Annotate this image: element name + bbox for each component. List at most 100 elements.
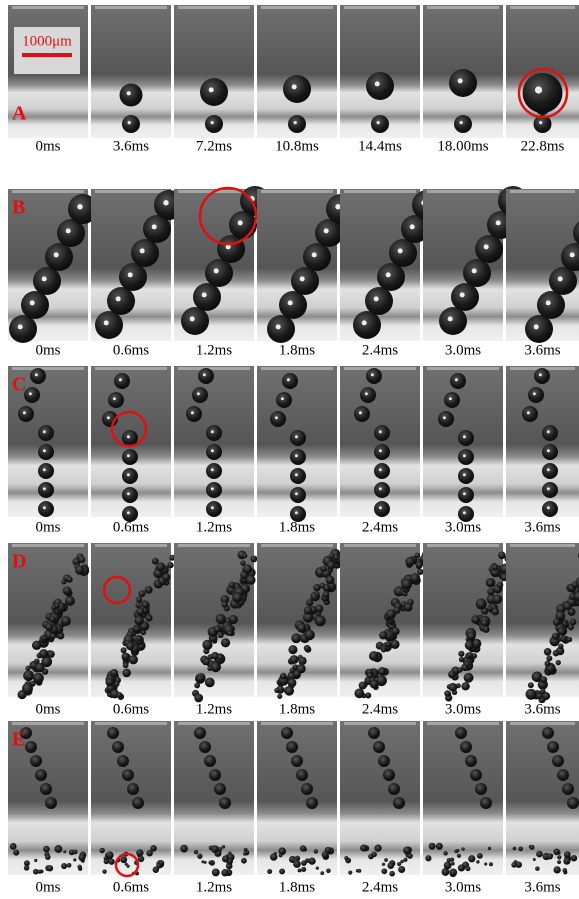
- droplet-highlight: [295, 454, 298, 457]
- time-label: 0.6ms: [113, 342, 149, 358]
- droplet: [33, 267, 61, 295]
- timestamp-strip: [261, 722, 333, 725]
- droplet: [300, 845, 306, 851]
- droplet: [162, 573, 170, 581]
- droplet-highlight: [211, 506, 214, 509]
- timestamp-strip: [178, 6, 250, 9]
- droplet: [293, 670, 300, 677]
- time-label: 0ms: [35, 701, 60, 717]
- droplet-highlight: [335, 204, 340, 209]
- droplet: [542, 501, 558, 517]
- droplet: [27, 674, 33, 680]
- time-label: 1.8ms: [279, 879, 315, 895]
- droplet-highlight: [371, 373, 374, 376]
- time-label: 1.8ms: [279, 342, 315, 358]
- droplet-highlight: [29, 392, 32, 395]
- droplet: [114, 373, 130, 389]
- droplet: [381, 647, 386, 652]
- droplet: [221, 869, 228, 876]
- droplet: [38, 425, 54, 441]
- droplet: [304, 606, 312, 614]
- droplet: [537, 291, 565, 319]
- droplet: [459, 657, 464, 662]
- droplet: [552, 755, 564, 767]
- time-label: 3.0ms: [445, 342, 481, 358]
- droplet-highlight: [463, 435, 466, 438]
- droplet: [212, 869, 220, 877]
- droplet: [242, 553, 247, 558]
- droplet: [186, 406, 202, 422]
- droplet: [45, 854, 51, 860]
- droplet-highlight: [209, 87, 214, 92]
- droplet: [374, 482, 390, 498]
- frame: [423, 5, 503, 138]
- droplet: [9, 315, 37, 343]
- droplet-highlight: [211, 430, 214, 433]
- droplet: [136, 597, 142, 603]
- droplet: [145, 586, 153, 594]
- droplet: [545, 661, 551, 667]
- frame: [423, 366, 503, 522]
- droplet: [40, 783, 52, 795]
- droplet: [436, 843, 443, 850]
- droplet: [467, 631, 476, 640]
- droplet: [522, 406, 538, 422]
- time-label: 3.6ms: [524, 519, 560, 535]
- timestamp-strip: [427, 190, 499, 193]
- droplet: [136, 849, 143, 856]
- droplet: [293, 860, 301, 868]
- droplet: [492, 564, 499, 571]
- droplet: [373, 741, 385, 753]
- droplet: [243, 564, 253, 574]
- droplet-highlight: [127, 511, 130, 514]
- droplet: [139, 590, 146, 597]
- droplet: [180, 845, 188, 853]
- droplet: [360, 387, 376, 403]
- droplet-highlight: [288, 300, 293, 305]
- droplet: [156, 562, 165, 571]
- frame: [340, 543, 434, 698]
- droplet: [563, 868, 568, 873]
- droplet: [403, 858, 407, 862]
- droplet: [549, 267, 577, 295]
- droplet: [458, 430, 474, 446]
- droplet: [535, 866, 540, 871]
- droplet-highlight: [190, 316, 195, 321]
- droplet: [354, 688, 364, 698]
- droplet: [181, 307, 209, 335]
- droplet: [298, 869, 302, 873]
- timestamp-strip: [510, 6, 575, 9]
- droplet: [240, 560, 245, 565]
- droplet-highlight: [127, 473, 130, 476]
- droplet-highlight: [460, 292, 465, 297]
- droplet: [197, 676, 203, 682]
- droplet: [458, 487, 474, 503]
- droplet: [571, 855, 578, 862]
- droplet: [153, 867, 159, 873]
- frame: [257, 5, 337, 138]
- droplet-highlight: [43, 506, 46, 509]
- droplet: [354, 406, 370, 422]
- droplet: [123, 663, 129, 669]
- frame: [506, 543, 579, 703]
- droplet: [21, 291, 49, 319]
- frame-image: [506, 366, 579, 517]
- droplet-highlight: [295, 435, 298, 438]
- droplet: [214, 783, 226, 795]
- droplet: [134, 616, 144, 626]
- droplet: [267, 869, 272, 874]
- droplet: [557, 860, 561, 864]
- droplet: [511, 862, 517, 868]
- time-label: 3.6ms: [524, 342, 560, 358]
- droplet: [416, 561, 423, 568]
- droplet: [78, 556, 85, 563]
- droplet: [333, 554, 339, 560]
- frame: [91, 721, 171, 876]
- droplet: [326, 869, 331, 874]
- time-label: 2.4ms: [362, 879, 398, 895]
- droplet: [142, 601, 149, 608]
- droplet: [542, 463, 558, 479]
- droplet: [288, 678, 297, 687]
- droplet: [468, 855, 475, 862]
- frame: [506, 366, 579, 517]
